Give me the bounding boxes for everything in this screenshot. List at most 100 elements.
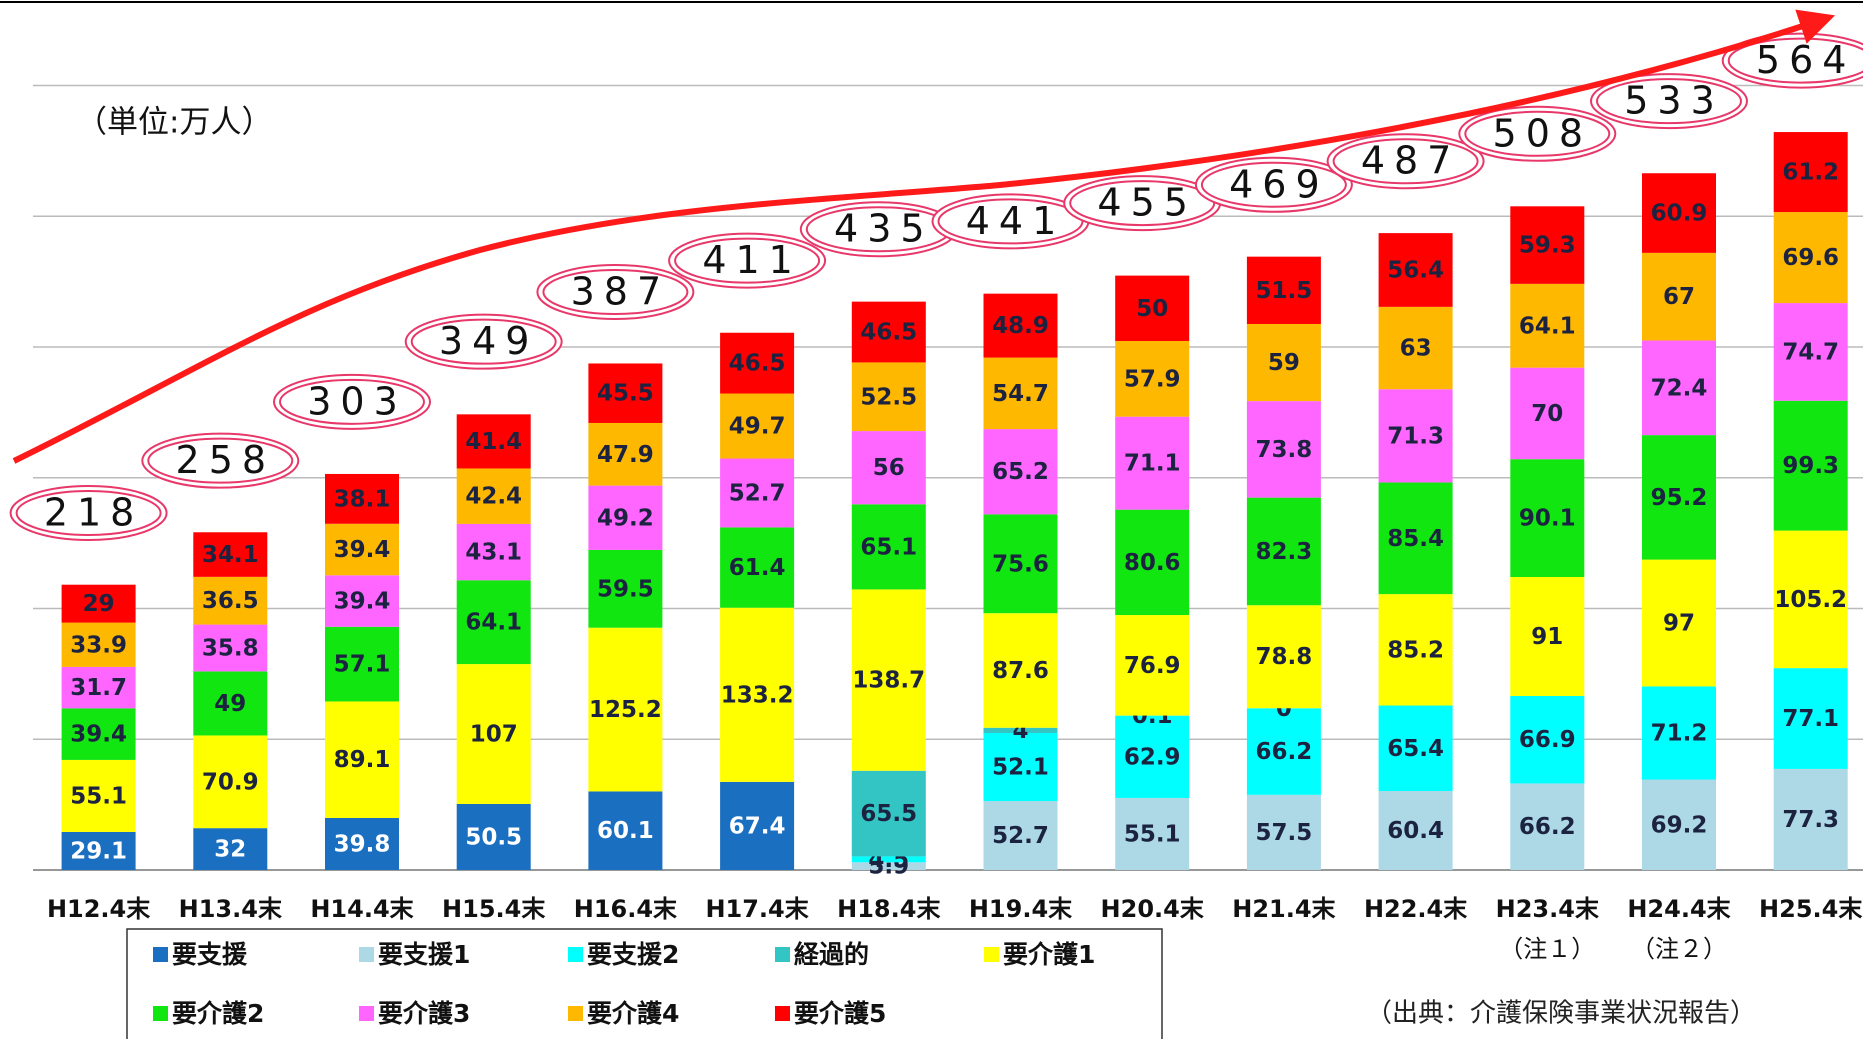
source: （出典：介護保険事業状況報告） [1366, 999, 1756, 1029]
bar-segment [1773, 530, 1848, 669]
legend-label: 経過的 [794, 940, 869, 969]
value-label: 82.3 [1256, 539, 1313, 565]
bar-segment [851, 770, 926, 857]
bar-segment [1246, 605, 1321, 709]
x-tick-label: H19.4末 [969, 895, 1073, 923]
value-label: 66.2 [1256, 739, 1313, 765]
value-label: 46.5 [860, 320, 917, 346]
legend-swatch [153, 1006, 168, 1021]
unit-label: （単位:万人） [76, 105, 272, 141]
bar-segment [325, 817, 399, 870]
x-tick-label: H14.4末 [310, 895, 414, 923]
bar-segment [193, 532, 268, 577]
value-label: 51.5 [1256, 278, 1313, 304]
value-label: 77.3 [1782, 807, 1839, 833]
total-ring-outer [9, 484, 168, 541]
x-tick-label: H12.4末 [47, 895, 151, 923]
bar-segment [851, 589, 926, 771]
total-ring-inner [279, 378, 425, 425]
legend-swatch [568, 1006, 583, 1021]
bar-segment [1115, 615, 1190, 716]
bar-segment [851, 856, 926, 863]
total-ring-inner [1464, 110, 1611, 157]
bar-segment [325, 701, 399, 818]
bar-segment [1246, 323, 1321, 402]
value-label: 65.5 [860, 801, 917, 827]
bar-segment [1773, 303, 1848, 401]
x-tick-label: H22.4末 [1364, 895, 1468, 923]
value-label: 72.4 [1651, 375, 1708, 401]
value-label: 95.2 [1651, 485, 1708, 511]
total-label: 258 [176, 438, 276, 482]
bar-segment [456, 523, 531, 581]
total-label: 455 [1097, 181, 1197, 225]
value-label: 64.1 [465, 610, 522, 636]
value-label: 97 [1663, 611, 1695, 637]
legend-swatch [775, 1006, 790, 1021]
value-label: 73.8 [1256, 437, 1313, 463]
bar-segment [1773, 212, 1848, 304]
total-ring-inner [1596, 78, 1742, 125]
bar-segment [325, 626, 399, 702]
bar-segment [720, 527, 795, 608]
value-label: 99.3 [1782, 453, 1839, 479]
value-label: 62.9 [1124, 744, 1181, 770]
value-label: 35.8 [202, 635, 259, 661]
bar-segment [983, 801, 1058, 870]
bar-segment [983, 429, 1058, 515]
legend-swatch [153, 947, 168, 962]
bar-segment [588, 363, 663, 423]
total-ring-outer [404, 313, 563, 370]
value-label: 49.7 [729, 414, 786, 440]
bar-segment [1246, 794, 1321, 870]
legend-label: 要支援 [172, 940, 248, 969]
value-label: 71.1 [1124, 451, 1181, 477]
bar-segment [1642, 252, 1716, 341]
value-label: 52.5 [860, 384, 917, 410]
bar-segment [1510, 367, 1585, 460]
bar-segment [61, 831, 136, 870]
total-ring-inner [147, 437, 294, 484]
value-label: 65.4 [1387, 736, 1444, 762]
value-label: 59.3 [1519, 233, 1576, 259]
value-label: 91 [1531, 624, 1563, 650]
value-label: 107 [470, 722, 518, 748]
total-ring-inner [15, 489, 162, 536]
value-label: 52.1 [992, 755, 1049, 781]
bar-segment [588, 549, 663, 628]
value-label: 71.2 [1651, 720, 1708, 746]
bar-segment [1378, 233, 1453, 307]
bar-segment [720, 332, 795, 394]
bar-segment [720, 781, 795, 870]
value-label: 66.9 [1519, 727, 1576, 753]
value-label: 50 [1136, 296, 1168, 322]
total-label: 441 [966, 199, 1066, 243]
bar-segment [61, 759, 136, 832]
value-label: 63 [1400, 336, 1432, 362]
bar-segment [1246, 708, 1321, 795]
value-label: 59.5 [597, 576, 654, 602]
value-label: 41.4 [465, 429, 522, 455]
x-tick-label: H18.4末 [837, 895, 941, 923]
total-ring-outer [273, 373, 431, 430]
total-label: 303 [307, 379, 407, 423]
bar-segment [983, 727, 1058, 733]
value-label: 39.4 [334, 589, 391, 615]
bar-segment [1246, 497, 1321, 606]
value-label: 39.8 [334, 831, 391, 857]
x-tick-label: H23.4末 [1496, 895, 1600, 923]
total-label: 218 [44, 490, 144, 534]
value-label: 60.4 [1387, 818, 1444, 844]
bar-segment [61, 708, 136, 760]
bar-segment [1510, 459, 1585, 577]
bar-segment [588, 791, 663, 870]
value-label: 39.4 [70, 722, 127, 748]
value-label: 29 [83, 591, 115, 617]
value-label: 29.1 [70, 838, 127, 864]
x-tick-label: H13.4末 [179, 895, 283, 923]
legend-label: 要介護2 [172, 999, 264, 1028]
bar-segment [720, 393, 795, 459]
bar-segment [983, 357, 1058, 430]
bar-segment [456, 414, 531, 469]
value-label: 49.2 [597, 505, 654, 531]
